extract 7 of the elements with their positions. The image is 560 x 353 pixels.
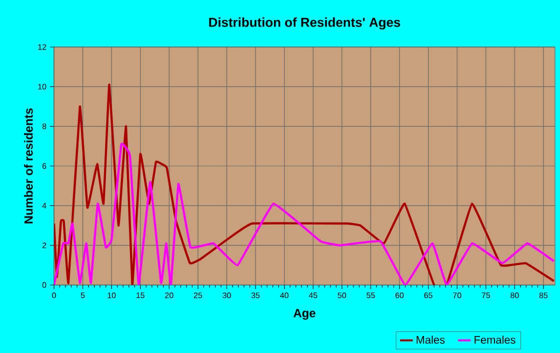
x-axis-title: Age	[294, 308, 316, 320]
line-series	[54, 143, 555, 285]
legend-label: Males	[416, 336, 445, 344]
chart-title: Distribution of Residents' Ages	[209, 17, 400, 30]
y-axis-title: Number of residents	[24, 108, 33, 224]
line-series	[54, 84, 555, 285]
legend-label: Females	[474, 336, 516, 344]
